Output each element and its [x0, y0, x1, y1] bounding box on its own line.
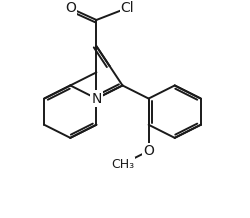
Text: N: N: [91, 92, 102, 106]
Text: Cl: Cl: [121, 1, 134, 15]
Text: O: O: [143, 144, 154, 158]
Text: CH₃: CH₃: [111, 158, 134, 171]
Text: O: O: [65, 1, 76, 15]
